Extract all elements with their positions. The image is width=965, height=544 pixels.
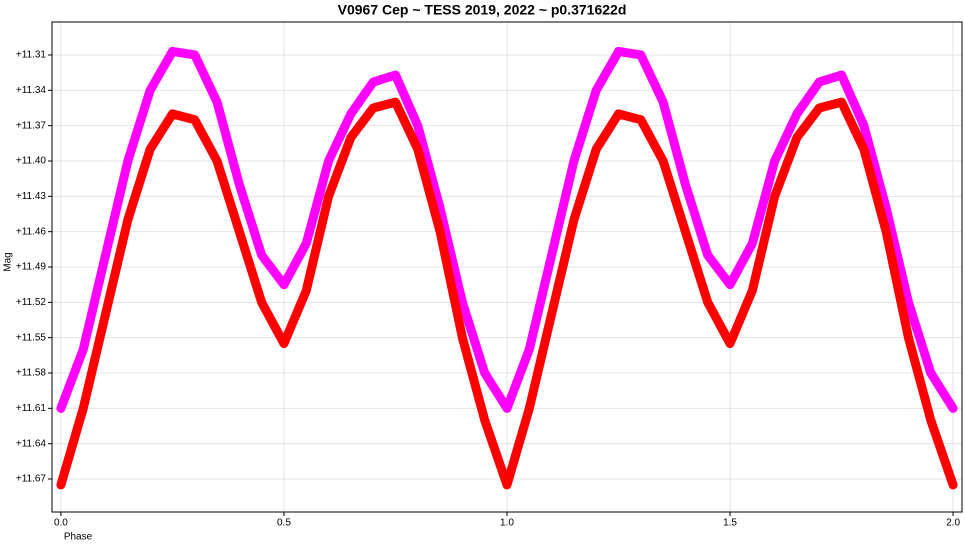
y-tick-label: +11.55	[16, 332, 47, 343]
y-tick-label: +11.58	[16, 368, 47, 379]
x-tick-label: 1.0	[500, 518, 514, 529]
y-tick-label: +11.52	[16, 297, 47, 308]
plot-frame	[51, 21, 963, 513]
y-tick-label: +11.37	[16, 120, 47, 131]
y-axis-label: Mag	[3, 252, 14, 271]
y-tick-label: +11.64	[16, 438, 47, 449]
y-tick-label: +11.43	[16, 191, 47, 202]
y-tick-label: +11.61	[16, 403, 47, 414]
series-line	[56, 46, 958, 413]
y-tick-label: +11.49	[16, 262, 47, 273]
x-tick-label: 1.5	[723, 518, 737, 529]
x-tick-label: 0.5	[277, 518, 291, 529]
x-axis-label: Phase	[64, 532, 93, 543]
x-tick-label: 0.0	[54, 518, 68, 529]
y-tick-label: +11.40	[16, 156, 47, 167]
y-tick-label: +11.31	[16, 50, 47, 61]
x-tick-label: 2.0	[946, 518, 960, 529]
y-tick-label: +11.46	[16, 226, 47, 237]
series-line	[56, 97, 958, 490]
y-tick-label: +11.67	[16, 474, 47, 485]
y-tick-label: +11.34	[16, 85, 47, 96]
chart-title: V0967 Cep ~ TESS 2019, 2022 ~ p0.371622d	[338, 2, 627, 18]
